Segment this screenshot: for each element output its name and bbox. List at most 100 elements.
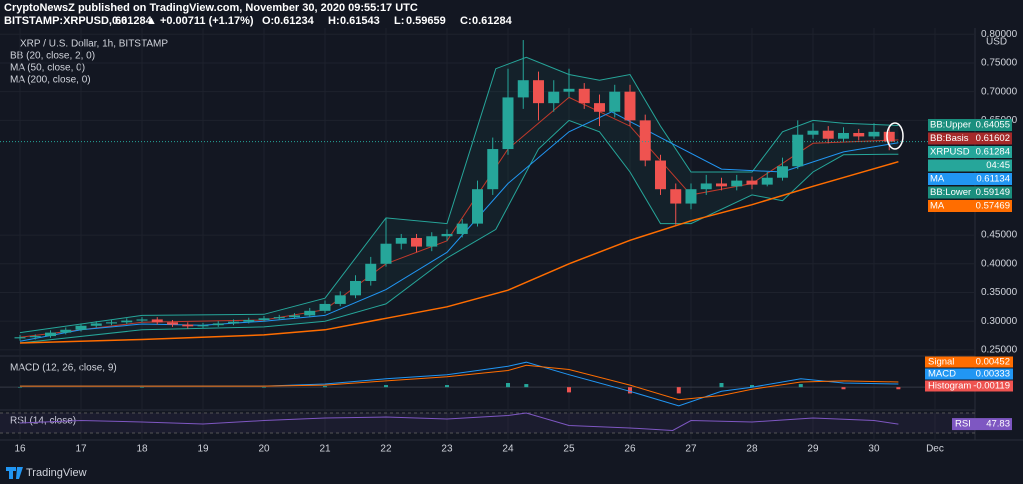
macd-tag-value: -0.00119 [973, 381, 1010, 392]
price-tag-name: MA [930, 174, 945, 185]
candle-body [426, 236, 438, 247]
x-tick-label: 21 [319, 444, 331, 455]
candle-body [609, 91, 621, 112]
macd-tag-value: 0.00333 [976, 369, 1010, 380]
price-tag-value: 0.61284 [976, 147, 1010, 158]
price-tag [928, 186, 1012, 199]
histogram-bar [841, 387, 846, 390]
candle-body [837, 132, 849, 139]
histogram-bar [676, 387, 681, 394]
x-tick-label: Dec [926, 444, 944, 455]
ohlc-label: C: [460, 15, 472, 27]
indicator-line [19, 56, 899, 334]
candle-body [395, 237, 407, 244]
price-tag-value: 0.61602 [976, 133, 1010, 144]
price-tag-name: XRPUSD [930, 147, 970, 158]
x-tick-label: 20 [258, 444, 270, 455]
candle-body [594, 103, 605, 112]
price-tag-name: BB:Lower [930, 187, 971, 198]
candle-body [624, 91, 636, 121]
macd-tag [925, 356, 1013, 368]
ohlc-value: 0.61234 [274, 15, 315, 27]
histogram-bar [262, 387, 267, 388]
candle-body [29, 336, 41, 338]
bb-fill [20, 57, 899, 343]
histogram-bar [505, 383, 510, 388]
candle-body [334, 295, 346, 304]
x-tick-label: 30 [868, 444, 880, 455]
ohlc-value: 0.59659 [406, 15, 446, 27]
candle-body [411, 237, 422, 247]
candle-body [258, 318, 270, 321]
macd-tag-name: Histogram [928, 381, 971, 392]
histogram-bar [383, 385, 388, 388]
macd-tag-name: MACD [928, 369, 956, 380]
x-tick-label: 23 [441, 444, 453, 455]
candle-body [776, 166, 788, 178]
candle-body [75, 325, 87, 330]
candle-body [380, 243, 392, 264]
candle-body [472, 189, 483, 224]
price-tag [928, 200, 1012, 212]
x-tick-label: 17 [75, 444, 87, 455]
candle-body [228, 321, 239, 324]
x-tick-label: 29 [807, 444, 819, 455]
rsi-band [0, 413, 975, 433]
candle-body [106, 322, 117, 324]
price-tag-name: 04:45 [986, 160, 1010, 171]
candle-body [197, 325, 209, 327]
candle-body [151, 319, 163, 323]
legend: MA (50, close, 0) [10, 63, 85, 74]
histogram-bar [719, 383, 724, 388]
brand: TradingView [26, 467, 87, 479]
candle-body [883, 131, 895, 142]
price-tag-value: 0.64055 [976, 120, 1010, 131]
ohlc-label: O: [262, 15, 274, 27]
y-tick-label: 0.80000 [981, 29, 1018, 40]
price-tag-value: 0.61134 [976, 174, 1010, 185]
x-tick-label: 24 [502, 444, 514, 455]
ohlc-label: L: [394, 15, 404, 27]
candle-body [441, 233, 453, 237]
y-tick-label: 0.25000 [981, 344, 1018, 355]
rsi-tag-value: 47.83 [986, 419, 1010, 430]
price-tag [928, 146, 1012, 158]
candle-body [273, 317, 285, 319]
candle-body [121, 320, 133, 323]
ohlc-value: 0.61543 [340, 15, 380, 27]
symbol: BITSTAMP:XRPUSD, 60 [4, 15, 127, 27]
price-tag-name: BB:Upper [930, 120, 971, 131]
y-tick-label: 0.30000 [981, 316, 1018, 327]
histogram-bar [896, 387, 901, 390]
candle-body [670, 189, 682, 204]
rsi-tag [952, 418, 1012, 431]
rsi-title: RSI (14, close) [10, 416, 76, 427]
candle-body [853, 132, 865, 137]
histogram-bar [627, 387, 632, 394]
candle-body [212, 323, 224, 326]
y-tick-label: 0.35000 [981, 287, 1018, 298]
y-tick-label: 0.40000 [981, 258, 1018, 269]
candle-body [731, 180, 743, 187]
last-price: 0.61284 [112, 15, 153, 27]
histogram-bar [18, 387, 23, 388]
candle-body [90, 323, 102, 326]
indicator-line [19, 119, 899, 344]
candle-body [350, 280, 361, 296]
macd-tag-name: Signal [928, 357, 954, 368]
candle-body [136, 319, 148, 321]
candle-body [517, 80, 529, 98]
macd-line [20, 361, 899, 407]
histogram-bar [798, 384, 803, 388]
candle-body [45, 332, 56, 337]
candle-body [533, 80, 544, 104]
candle-body [655, 160, 666, 190]
macd-title: MACD (12, 26, close, 9) [10, 363, 117, 374]
annotation-circle [886, 122, 904, 150]
x-tick-label: 16 [14, 444, 26, 455]
indicator-line [19, 160, 899, 344]
rsi-tag-name: RSI [955, 419, 971, 430]
x-tick-label: 25 [563, 444, 575, 455]
